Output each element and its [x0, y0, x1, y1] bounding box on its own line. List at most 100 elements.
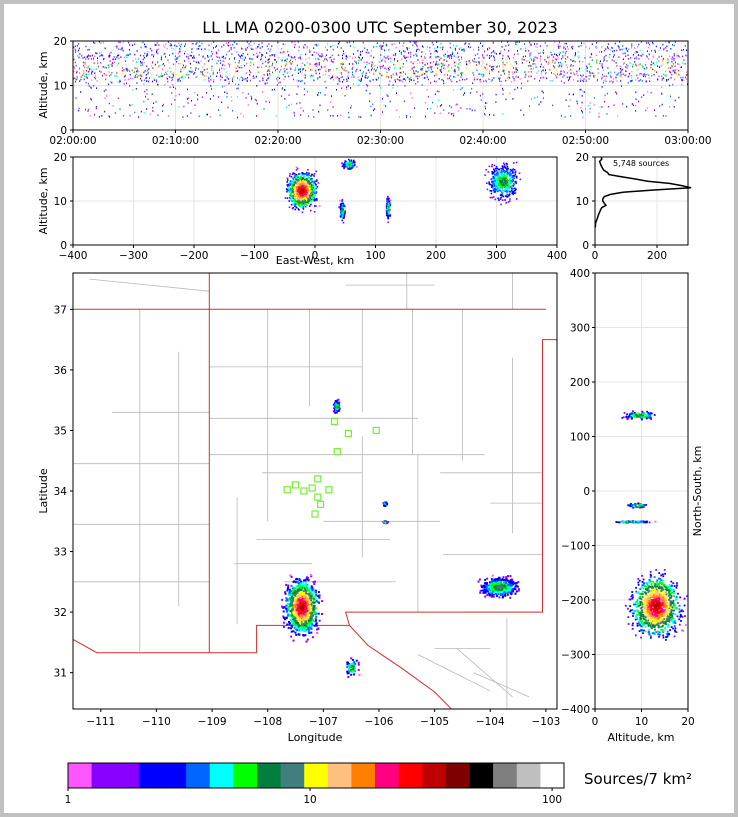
source-point	[303, 618, 306, 621]
source-point	[364, 66, 366, 69]
source-point	[310, 69, 312, 71]
source-point	[342, 213, 344, 216]
source-point	[485, 69, 487, 71]
source-point	[310, 188, 313, 191]
source-point	[421, 59, 423, 62]
source-point	[306, 179, 308, 182]
source-point	[86, 69, 88, 72]
source-point	[75, 78, 77, 81]
source-point	[304, 64, 305, 66]
source-point	[87, 110, 89, 112]
figure-frame: LL LMA 0200-0300 UTC September 30, 2023 …	[4, 4, 734, 813]
source-point	[469, 46, 471, 49]
source-point	[300, 114, 302, 116]
source-point	[395, 72, 397, 75]
source-point	[156, 51, 158, 54]
source-point	[542, 91, 544, 94]
source-point	[302, 45, 304, 48]
source-point	[114, 112, 116, 114]
source-point	[616, 92, 617, 95]
source-point	[591, 72, 593, 74]
source-point	[665, 41, 667, 43]
source-point	[354, 60, 356, 62]
source-point	[515, 182, 517, 184]
source-point	[119, 108, 121, 111]
source-point	[346, 41, 348, 44]
source-point	[668, 67, 670, 69]
source-point	[508, 43, 510, 46]
source-point	[410, 56, 412, 58]
source-point	[206, 74, 208, 77]
source-point	[367, 76, 369, 78]
source-point	[100, 42, 102, 44]
source-point	[309, 178, 312, 180]
source-point	[631, 45, 633, 47]
source-point	[107, 64, 109, 66]
source-point	[581, 110, 583, 113]
source-point	[494, 182, 496, 184]
source-point	[580, 44, 582, 47]
source-point	[219, 75, 221, 78]
source-point	[386, 210, 388, 212]
source-point	[90, 58, 92, 60]
east-west-sources	[284, 158, 522, 224]
source-point	[671, 56, 673, 58]
source-point	[163, 44, 165, 46]
source-point	[476, 78, 478, 81]
source-point	[454, 76, 456, 78]
source-point	[308, 205, 311, 207]
source-point	[300, 625, 303, 628]
source-point	[410, 61, 412, 63]
source-point	[593, 75, 595, 77]
source-point	[198, 45, 200, 48]
source-point	[648, 46, 650, 49]
source-point	[410, 76, 412, 79]
source-point	[516, 68, 518, 70]
source-point	[162, 63, 164, 66]
source-point	[129, 70, 131, 72]
source-point	[426, 76, 428, 79]
source-point	[130, 77, 131, 80]
source-point	[637, 77, 639, 79]
source-point	[102, 66, 104, 68]
source-point	[201, 42, 203, 45]
source-point	[313, 197, 315, 199]
source-point	[284, 43, 286, 46]
source-point	[469, 62, 471, 64]
source-point	[242, 77, 244, 79]
source-point	[189, 54, 191, 57]
source-point	[84, 56, 86, 58]
source-point	[292, 194, 294, 197]
source-point	[313, 211, 316, 213]
source-point	[221, 67, 223, 70]
source-point	[497, 197, 499, 200]
source-point	[309, 191, 312, 193]
source-point	[475, 67, 477, 69]
source-point	[557, 43, 559, 46]
source-point	[416, 49, 418, 51]
source-point	[628, 75, 630, 77]
source-point	[482, 73, 484, 75]
source-point	[411, 97, 413, 99]
source-point	[313, 192, 316, 194]
source-point	[315, 191, 318, 193]
source-point	[292, 182, 294, 185]
source-point	[449, 46, 451, 49]
source-point	[418, 75, 420, 78]
source-point	[193, 55, 195, 57]
source-point	[493, 57, 495, 59]
source-point	[551, 53, 553, 56]
source-point	[160, 58, 162, 61]
source-point	[268, 66, 270, 68]
source-point	[311, 177, 313, 180]
source-point	[407, 47, 408, 50]
source-point	[343, 214, 346, 216]
source-point	[314, 597, 317, 600]
source-point	[139, 77, 141, 80]
source-point	[262, 62, 264, 65]
source-point	[129, 85, 131, 87]
source-point	[600, 64, 602, 67]
source-point	[351, 76, 353, 78]
source-point	[287, 71, 289, 73]
source-point	[213, 80, 215, 83]
